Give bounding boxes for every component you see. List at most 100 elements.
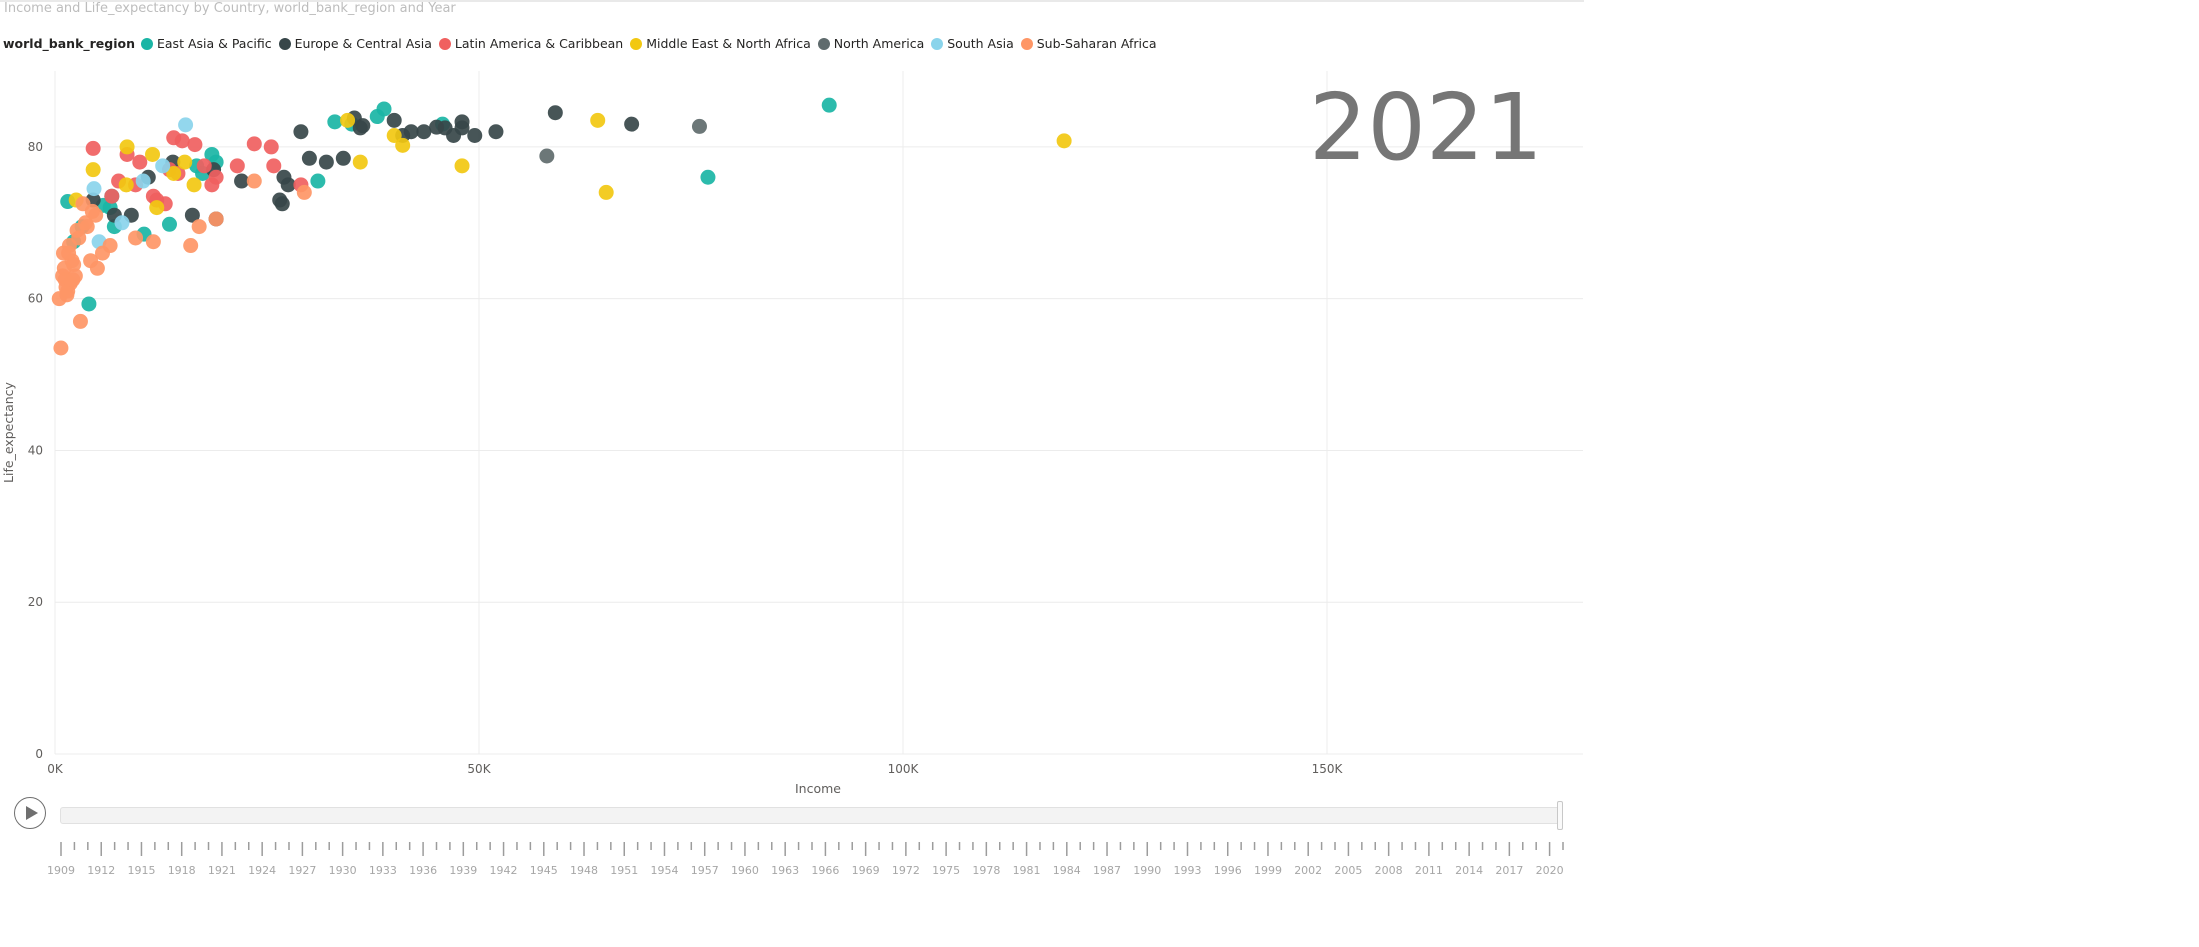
timeline-label: 1972 — [892, 864, 920, 877]
data-point[interactable] — [161, 216, 177, 232]
data-point[interactable] — [53, 340, 69, 356]
data-point[interactable] — [166, 165, 182, 181]
legend-item[interactable]: Middle East & North Africa — [630, 36, 811, 51]
data-point[interactable] — [234, 173, 250, 189]
data-point[interactable] — [539, 148, 555, 164]
data-point[interactable] — [178, 117, 194, 133]
data-point[interactable] — [590, 112, 606, 128]
data-point[interactable] — [104, 188, 120, 204]
data-point[interactable] — [416, 124, 432, 140]
data-point[interactable] — [352, 154, 368, 170]
data-point[interactable] — [446, 128, 462, 144]
timeline-label: 1957 — [691, 864, 719, 877]
data-point[interactable] — [454, 158, 470, 174]
data-point[interactable] — [84, 203, 100, 219]
data-point[interactable] — [204, 177, 220, 193]
data-point[interactable] — [174, 133, 190, 149]
data-point[interactable] — [85, 162, 101, 178]
data-point[interactable] — [65, 272, 81, 288]
data-point[interactable] — [335, 150, 351, 166]
data-point[interactable] — [85, 140, 101, 156]
data-point[interactable] — [81, 296, 97, 312]
data-point[interactable] — [79, 219, 95, 235]
legend-item[interactable]: Sub-Saharan Africa — [1020, 36, 1157, 51]
data-point[interactable] — [263, 139, 279, 155]
data-point[interactable] — [149, 200, 165, 216]
data-point[interactable] — [135, 173, 151, 189]
data-point[interactable] — [327, 114, 343, 130]
y-tick-label: 80 — [28, 140, 43, 154]
data-point[interactable] — [429, 119, 445, 135]
data-point[interactable] — [395, 137, 411, 153]
legend-item[interactable]: Europe & Central Asia — [278, 36, 432, 51]
x-tick-label: 0K — [47, 762, 64, 776]
data-point[interactable] — [246, 173, 262, 189]
data-point[interactable] — [184, 207, 200, 223]
x-tick-label: 50K — [467, 762, 491, 776]
data-point[interactable] — [119, 139, 135, 155]
data-point[interactable] — [186, 177, 202, 193]
data-point[interactable] — [72, 313, 88, 329]
data-point[interactable] — [55, 245, 71, 261]
data-point[interactable] — [355, 118, 371, 134]
data-point[interactable] — [196, 158, 212, 174]
legend-item[interactable]: Latin America & Caribbean — [438, 36, 623, 51]
timeline-label: 1975 — [932, 864, 960, 877]
timeline-label: 1966 — [811, 864, 839, 877]
data-point[interactable] — [821, 97, 837, 113]
data-point[interactable] — [386, 112, 402, 128]
data-point[interactable] — [454, 114, 470, 130]
data-point[interactable] — [547, 105, 563, 121]
data-point[interactable] — [386, 128, 402, 144]
timeline-label: 1924 — [248, 864, 276, 877]
data-point[interactable] — [89, 260, 105, 276]
data-point[interactable] — [145, 146, 161, 162]
data-point[interactable] — [624, 116, 640, 132]
data-point[interactable] — [310, 173, 326, 189]
legend-item[interactable]: North America — [817, 36, 925, 51]
data-point[interactable] — [86, 181, 102, 197]
data-point[interactable] — [60, 283, 76, 299]
data-point[interactable] — [318, 154, 334, 170]
data-point[interactable] — [208, 211, 224, 227]
data-point[interactable] — [274, 196, 290, 212]
data-point[interactable] — [369, 109, 385, 125]
legend-item[interactable]: East Asia & Pacific — [141, 36, 272, 51]
data-point[interactable] — [145, 188, 161, 204]
data-point[interactable] — [280, 177, 296, 193]
data-point[interactable] — [296, 184, 312, 200]
data-point[interactable] — [66, 257, 82, 273]
series-6 — [51, 173, 312, 356]
data-point[interactable] — [132, 154, 148, 170]
data-point[interactable] — [266, 158, 282, 174]
timeline-label: 1999 — [1254, 864, 1282, 877]
data-point[interactable] — [293, 124, 309, 140]
data-point[interactable] — [488, 124, 504, 140]
data-point[interactable] — [128, 230, 144, 246]
play-button[interactable] — [14, 797, 46, 829]
data-point[interactable] — [187, 137, 203, 153]
data-point[interactable] — [691, 118, 707, 134]
legend-label: North America — [833, 36, 925, 51]
data-point[interactable] — [1056, 133, 1072, 149]
data-point[interactable] — [102, 238, 118, 254]
y-tick-label: 20 — [28, 595, 43, 609]
data-point[interactable] — [145, 234, 161, 250]
year-slider-track[interactable] — [60, 807, 1562, 824]
data-point[interactable] — [340, 112, 356, 128]
data-point[interactable] — [155, 158, 171, 174]
data-point[interactable] — [177, 154, 193, 170]
data-point[interactable] — [114, 215, 130, 231]
legend-item[interactable]: South Asia — [931, 36, 1014, 51]
data-point[interactable] — [183, 238, 199, 254]
data-point[interactable] — [229, 158, 245, 174]
data-point[interactable] — [118, 177, 134, 193]
data-point[interactable] — [246, 136, 262, 152]
data-point[interactable] — [598, 184, 614, 200]
data-point[interactable] — [700, 169, 716, 185]
year-slider-handle[interactable] — [1557, 801, 1563, 830]
data-point[interactable] — [191, 219, 207, 235]
legend-label: South Asia — [947, 36, 1014, 51]
data-point[interactable] — [467, 128, 483, 144]
data-point[interactable] — [301, 150, 317, 166]
